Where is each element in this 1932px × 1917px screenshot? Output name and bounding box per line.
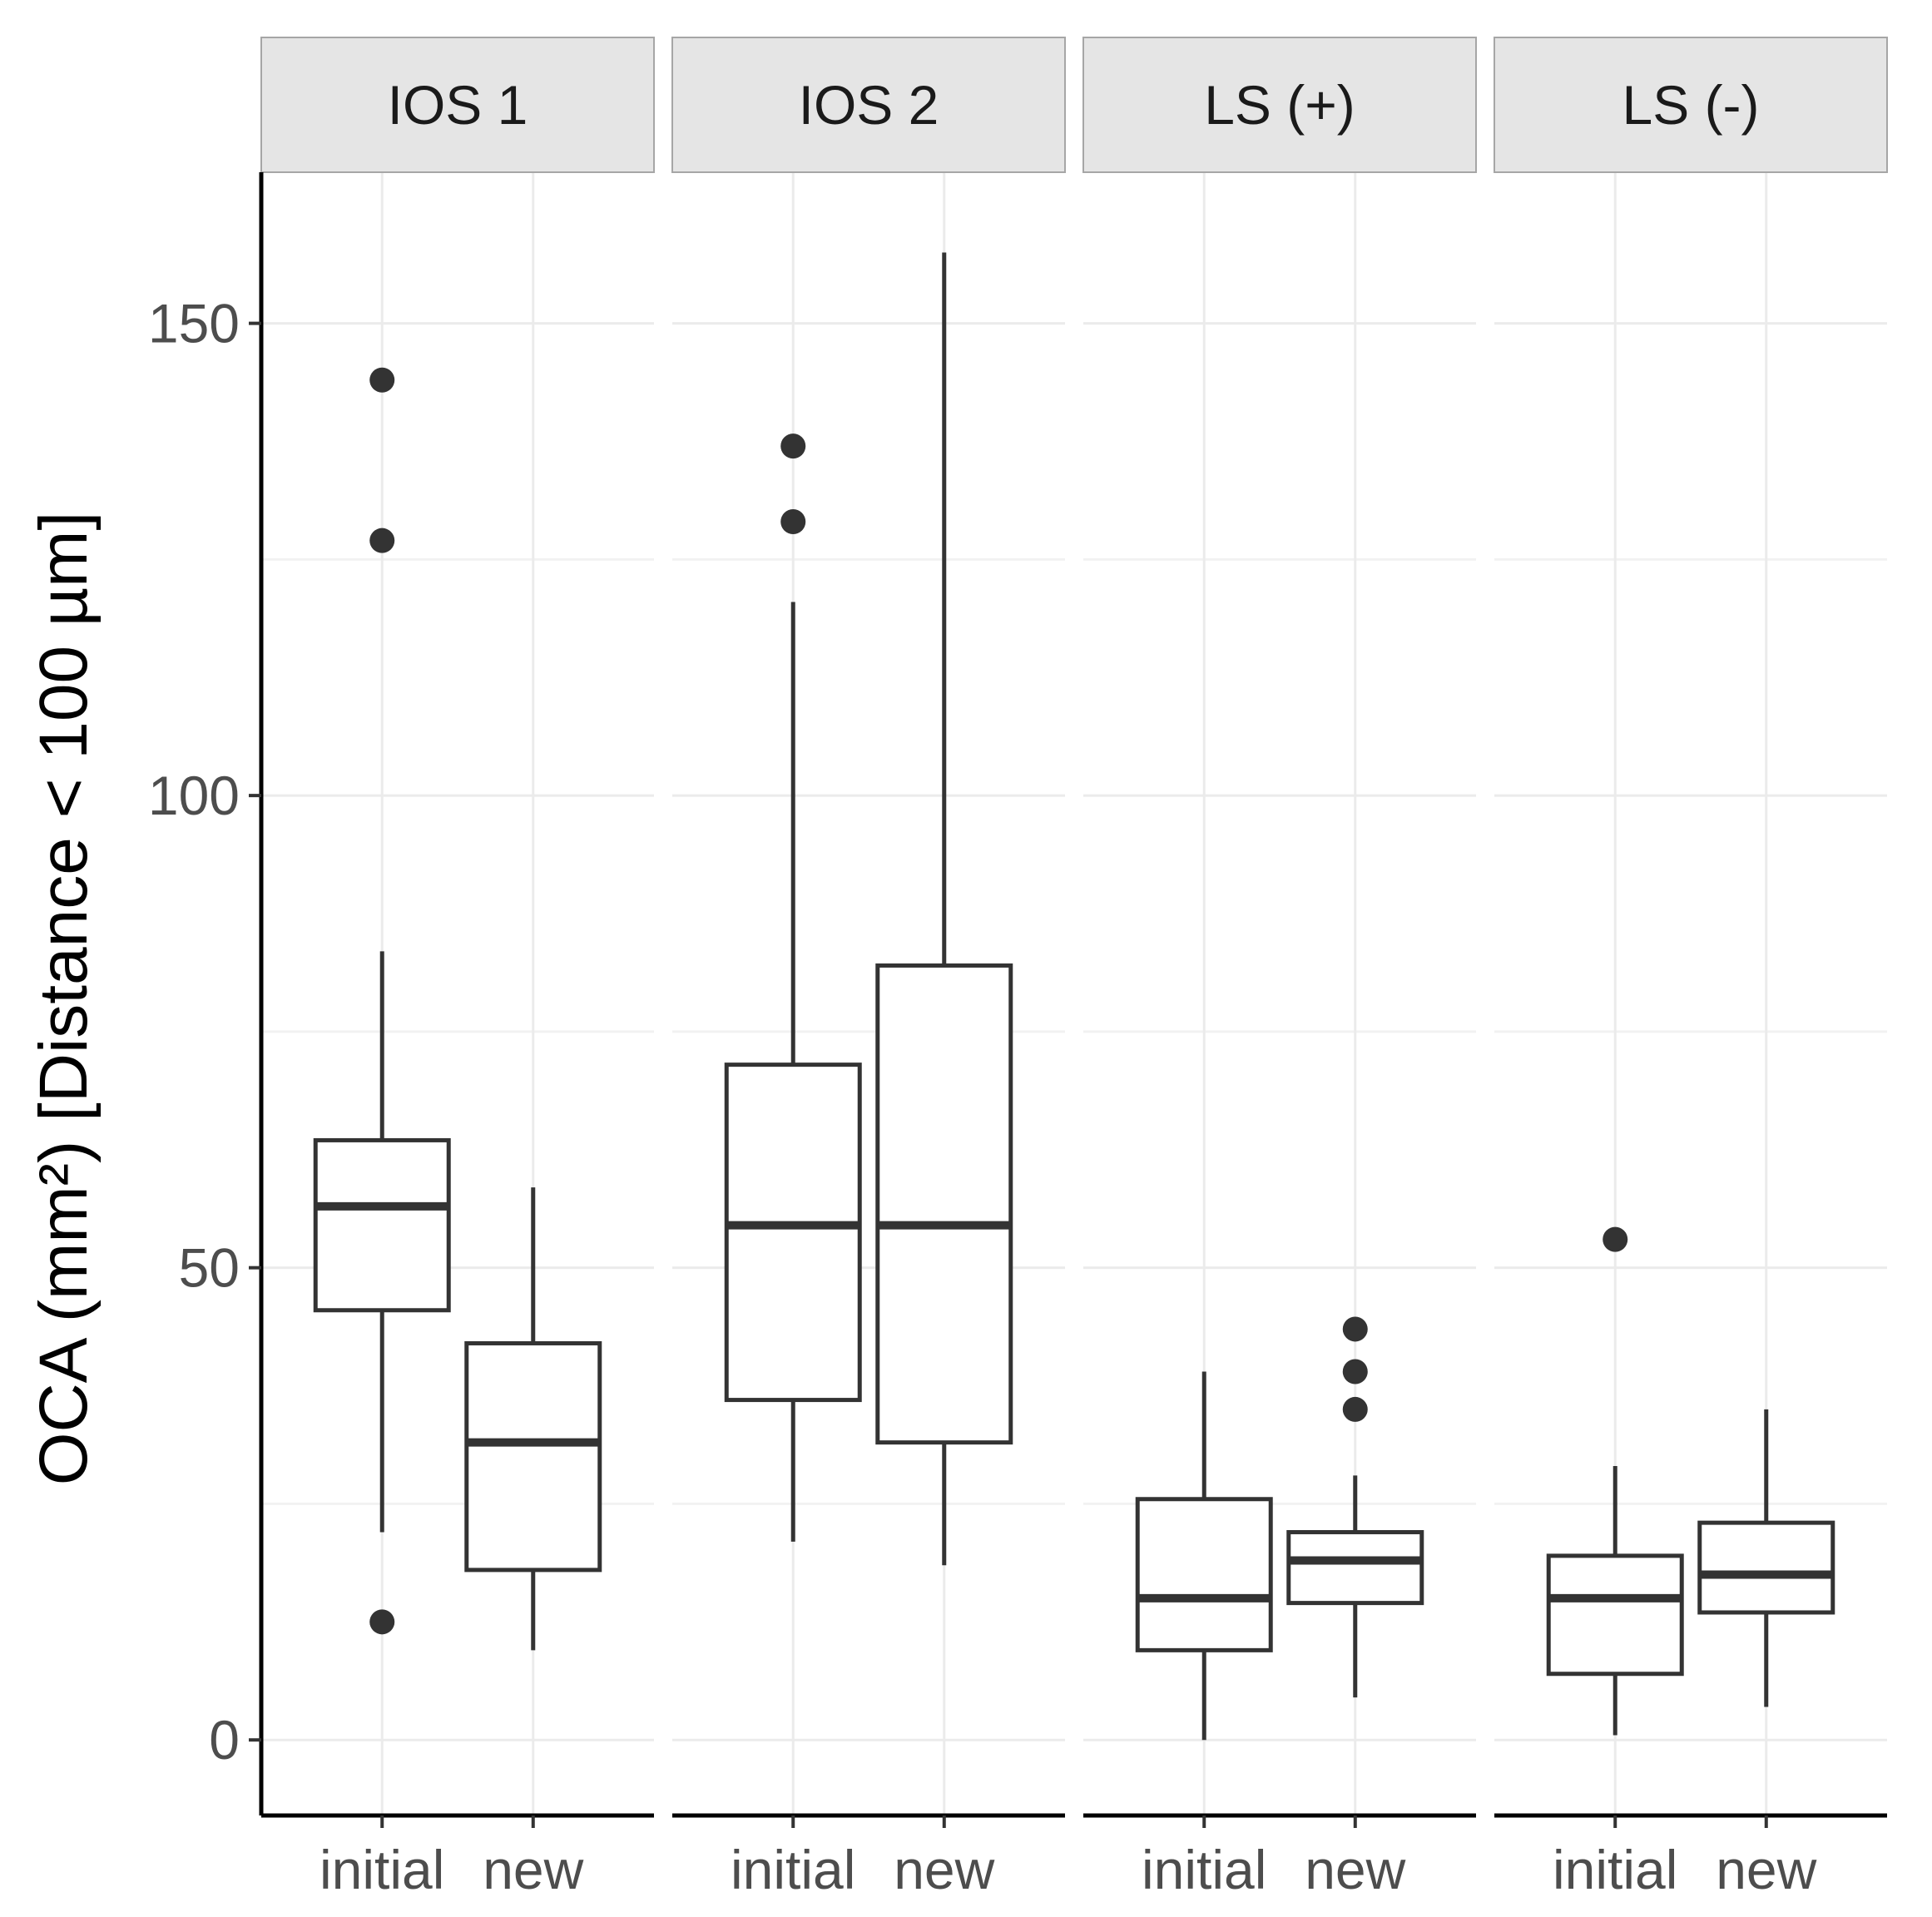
y-axis-title: OCA (mm²) [Distance < 100 µm] [26, 512, 102, 1485]
box-iqr [1697, 1520, 1835, 1615]
outlier-point [1603, 1226, 1628, 1252]
box-iqr [1286, 1529, 1424, 1606]
box-iqr [464, 1340, 602, 1573]
facet-strip [671, 37, 1066, 173]
outlier-point [1342, 1396, 1368, 1422]
x-tick-label: new [1716, 1839, 1816, 1900]
x-tick-label: new [1305, 1839, 1405, 1900]
x-tick-label: new [894, 1839, 994, 1900]
outlier-point [369, 367, 395, 393]
facet-strip-label: IOS 1 [388, 74, 528, 136]
outlier-point [780, 508, 806, 534]
box-iqr [1135, 1497, 1273, 1652]
box-iqr [1546, 1553, 1684, 1677]
x-tick-label: new [483, 1839, 583, 1900]
boxplot-initial [1135, 1371, 1273, 1741]
facet-strip [260, 37, 655, 173]
facet-strip [1082, 37, 1477, 173]
outlier-point [1342, 1316, 1368, 1342]
boxplot-new [1286, 1316, 1424, 1698]
y-tick-label: 50 [179, 1237, 240, 1299]
y-tick-label: 0 [209, 1709, 240, 1771]
facet-strip-label: LS (-) [1622, 74, 1760, 136]
x-tick-label: initial [1142, 1839, 1266, 1900]
x-tick-label: initial [320, 1839, 444, 1900]
outlier-point [1342, 1359, 1368, 1384]
facet-strip [1494, 37, 1888, 173]
facet-strip-label: LS (+) [1204, 74, 1355, 136]
x-tick-label: initial [1553, 1839, 1677, 1900]
box-iqr [724, 1063, 862, 1403]
box-iqr [875, 963, 1013, 1445]
facet-strip-label: IOS 2 [799, 74, 939, 136]
boxplot-initial [1546, 1226, 1684, 1736]
y-tick-label: 100 [148, 765, 240, 826]
outlier-point [369, 528, 395, 553]
y-tick-label: 150 [148, 293, 240, 354]
outlier-point [780, 433, 806, 459]
box-iqr [313, 1137, 451, 1313]
boxplot-new [1697, 1409, 1835, 1707]
boxplots [313, 252, 1835, 1741]
boxplot-new [464, 1187, 602, 1651]
boxplot-initial [724, 433, 862, 1542]
boxplot-new [875, 252, 1013, 1566]
x-tick-label: initial [731, 1839, 855, 1900]
axes: initial new initial new initial new initial new… [148, 172, 1887, 1900]
facet-strips: IOS 1 IOS 2 LS (+) LS (-) [260, 37, 1888, 173]
boxplot-initial [313, 367, 451, 1635]
outlier-point [369, 1609, 395, 1635]
